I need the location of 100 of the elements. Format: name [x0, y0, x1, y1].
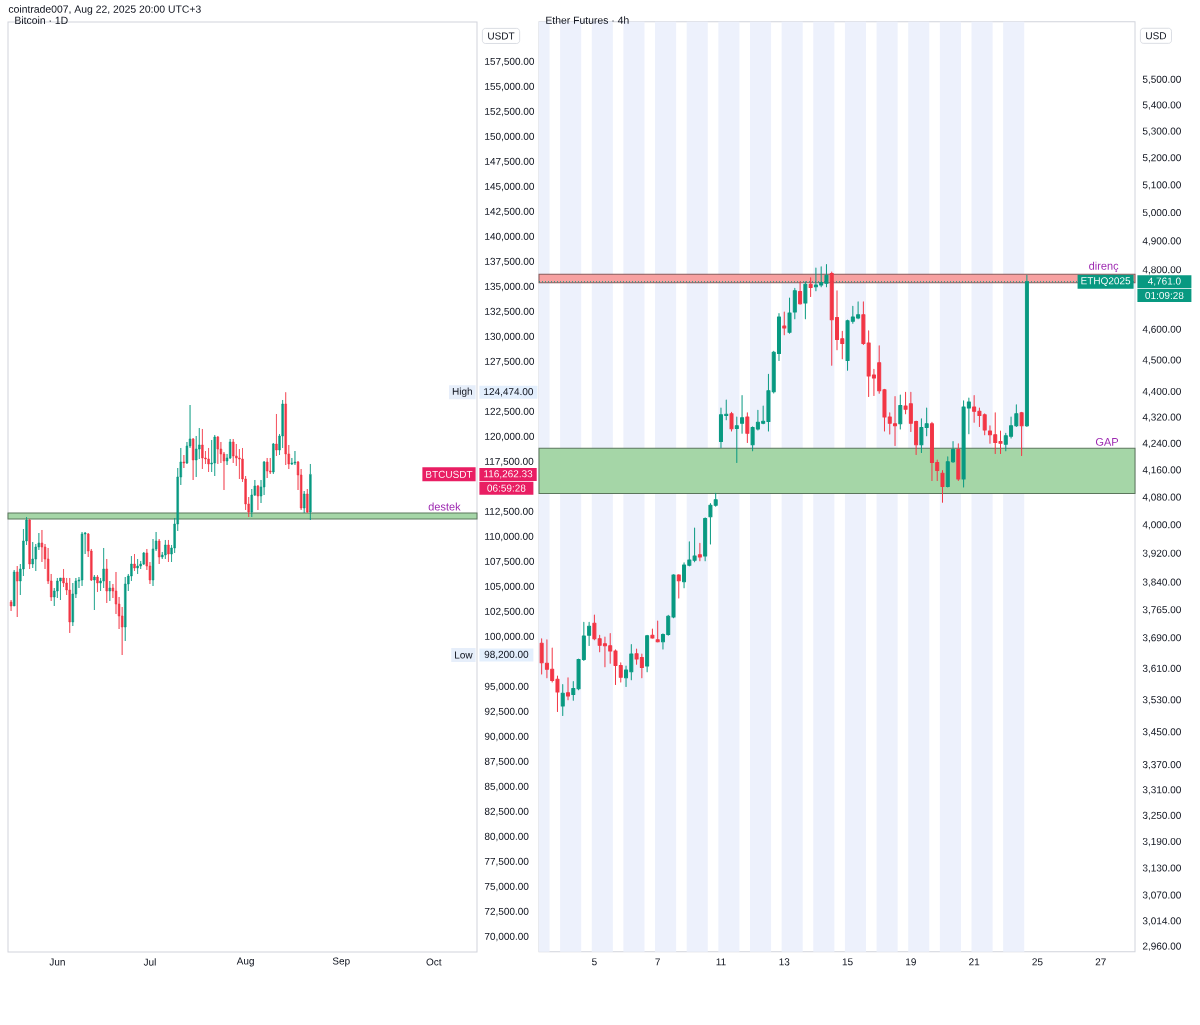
y-tick-label: 135,000.00: [485, 282, 535, 292]
text: 4,761.0: [1147, 277, 1181, 286]
y-tick-label: 137,500.00: [485, 257, 535, 267]
y-tick-label: 4,320.00: [1142, 413, 1181, 422]
candlestick: [269, 457, 272, 475]
x-tick-label: Aug: [236, 957, 254, 967]
y-tick-label: 85,000.00: [484, 782, 529, 792]
candlestick: [93, 574, 96, 611]
x-tick-label: 21: [969, 958, 980, 966]
y-tick-label: 3,450.00: [1142, 728, 1181, 737]
y-tick-label: 5,100.00: [1142, 181, 1181, 190]
candlestick: [956, 443, 961, 482]
candlestick: [216, 435, 220, 465]
x-tick-label: 27: [1095, 958, 1106, 966]
y-tick-label: 4,800.00: [1142, 266, 1181, 275]
y-tick-label: 147,500.00: [485, 157, 535, 167]
band-label: GAP: [1095, 437, 1119, 446]
candlestick: [191, 437, 195, 481]
y-tick-label: 3,130.00: [1142, 864, 1181, 873]
candlestick: [539, 638, 544, 675]
candlestick: [124, 576, 127, 642]
y-tick-label: 3,690.00: [1142, 634, 1181, 643]
x-tick-label: 5: [592, 958, 597, 966]
chart-title: Ether Futures · 4h: [546, 16, 629, 24]
y-tick-label: 100,000.00: [485, 632, 535, 642]
annotation: High: [452, 387, 472, 397]
candlestick: [213, 434, 216, 477]
candlestick: [59, 577, 62, 601]
y-tick-label: 145,000.00: [485, 182, 535, 192]
candlestick: [12, 569, 16, 607]
candlestick: [31, 541, 34, 569]
candlestick: [703, 517, 708, 562]
band-label: direnç: [1089, 261, 1119, 272]
y-tick-label: 4,000.00: [1142, 521, 1181, 530]
candlestick: [158, 538, 161, 565]
candlestick: [182, 454, 186, 469]
candlestick: [808, 277, 813, 297]
y-tick-label: 157,500.00: [485, 57, 535, 67]
candlestick: [803, 281, 808, 320]
y-tick-label: 110,000.00: [485, 532, 534, 542]
candlestick: [650, 628, 655, 639]
candlestick: [102, 547, 105, 589]
y-tick-label: 150,000.00: [485, 132, 535, 142]
y-axis-title: USDT: [488, 32, 515, 40]
y-tick-label: 3,610.00: [1142, 664, 1181, 674]
candlestick: [105, 558, 108, 604]
candlestick: [566, 677, 571, 701]
y-tick-label: 95,000.00: [484, 682, 529, 692]
candlestick: [940, 470, 945, 503]
y-tick-label: 4,080.00: [1142, 493, 1181, 502]
candlestick: [1019, 411, 1024, 456]
candlestick: [898, 394, 903, 430]
y-tick-label: 155,000.00: [485, 82, 535, 92]
y-tick-label: 3,920.00: [1142, 549, 1181, 558]
y-tick-label: 4,900.00: [1142, 237, 1181, 246]
x-tick-label: Oct: [426, 958, 442, 966]
y-tick-label: 77,500.00: [484, 857, 529, 867]
candlestick: [133, 553, 136, 572]
y-tick-label: 107,500.00: [485, 557, 535, 567]
y-tick-label: 3,190.00: [1142, 837, 1181, 847]
y-tick-label: 75,000.00: [484, 882, 529, 892]
y-tick-label: 4,240.00: [1142, 439, 1181, 448]
candlestick: [734, 416, 739, 463]
chart-title: Bitcoin · 1D: [15, 16, 68, 25]
candlestick: [645, 634, 650, 673]
y-tick-label: 5,400.00: [1142, 101, 1181, 110]
candlestick: [9, 599, 13, 612]
candlestick: [108, 580, 112, 602]
y-tick-label: 102,500.00: [485, 607, 535, 617]
y-tick-label: 152,500.00: [485, 107, 535, 117]
candlestick: [272, 442, 275, 475]
candlestick: [256, 484, 260, 511]
y-tick-label: 140,000.00: [485, 232, 535, 242]
candlestick: [275, 413, 278, 457]
candlestick: [798, 281, 803, 305]
y-tick-label: 82,500.00: [484, 807, 529, 817]
candlestick: [207, 447, 210, 473]
y-tick-label: 4,600.00: [1142, 325, 1181, 334]
candlestick: [697, 542, 702, 562]
y-tick-label: 4,500.00: [1142, 356, 1181, 365]
x-tick-label: 25: [1032, 958, 1043, 966]
candlestick: [293, 450, 297, 466]
text: 01:09:28: [1145, 291, 1184, 299]
candlestick: [284, 391, 287, 466]
y-tick-label: 5,000.00: [1142, 209, 1181, 218]
y-tick-label: 3,014.00: [1142, 917, 1181, 926]
y-tick-label: 132,500.00: [485, 307, 535, 317]
y-tick-label: 3,070.00: [1142, 891, 1181, 900]
y-tick-label: 130,000.00: [485, 332, 535, 342]
y-axis-title: USD: [1146, 32, 1167, 40]
annotation: Low: [455, 651, 473, 659]
y-tick-label: 120,000.00: [485, 432, 535, 442]
candlestick: [16, 565, 19, 618]
y-tick-label: 4,400.00: [1142, 387, 1181, 397]
x-tick-label: 13: [779, 958, 790, 966]
text: 116,262.33: [484, 470, 533, 479]
candlestick: [201, 428, 204, 470]
candlestick: [740, 395, 745, 434]
candlestick: [167, 539, 170, 563]
x-tick-label: Jul: [143, 958, 156, 966]
